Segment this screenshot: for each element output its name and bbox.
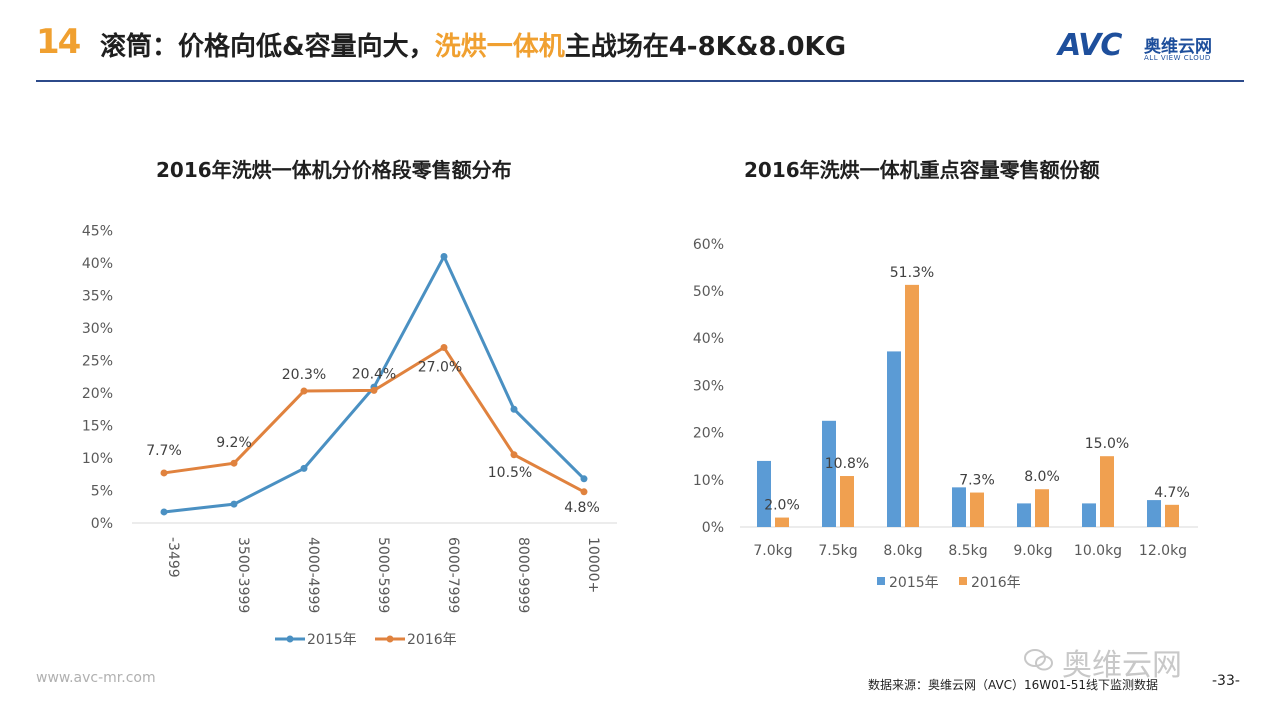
data-point: [370, 386, 378, 394]
bar-2016年: [1100, 456, 1114, 527]
legend-swatch-2015年: [877, 577, 885, 585]
watermark: 奥维云网: [1062, 648, 1182, 683]
bar-2015年: [887, 351, 901, 527]
x-tick-label: 3500-3999: [235, 537, 251, 613]
x-tick-label: 5000-5999: [375, 537, 391, 613]
x-tick-label: 4000-4999: [305, 537, 321, 613]
data-label: 20.4%: [352, 366, 396, 382]
bar-2016年: [970, 492, 984, 527]
data-label: 15.0%: [1085, 436, 1129, 452]
y-tick-label: 50%: [693, 284, 724, 300]
bar-2015年: [1017, 503, 1031, 527]
x-tick-label: -3499: [165, 537, 181, 578]
logo-en: ALL VIEW CLOUD: [1144, 54, 1211, 62]
data-label: 4.7%: [1154, 485, 1190, 501]
data-point: [230, 500, 238, 508]
x-tick-label: 9.0kg: [1013, 543, 1052, 559]
data-label: 20.3%: [282, 367, 326, 383]
legend-marker: [286, 635, 294, 643]
x-tick-label: 7.5kg: [818, 543, 857, 559]
y-tick-label: 40%: [82, 256, 113, 272]
bar-2016年: [775, 517, 789, 527]
y-tick-label: 0%: [91, 516, 113, 532]
data-label: 7.3%: [959, 473, 995, 489]
data-point: [510, 451, 518, 459]
bar-2015年: [1082, 503, 1096, 527]
data-label: 8.0%: [1024, 469, 1060, 485]
x-tick-label: 8.0kg: [883, 543, 922, 559]
data-point: [300, 464, 308, 472]
data-label: 10.8%: [825, 456, 869, 472]
legend-label: 2015年: [307, 632, 357, 648]
legend-label: 2016年: [971, 575, 1021, 591]
bar-2015年: [822, 420, 836, 527]
y-tick-label: 40%: [693, 331, 724, 347]
data-label: 7.7%: [146, 443, 182, 459]
y-tick-label: 45%: [82, 224, 113, 240]
y-tick-label: 20%: [693, 426, 724, 442]
y-tick-label: 10%: [693, 473, 724, 489]
y-tick-label: 30%: [693, 378, 724, 394]
x-tick-label: 6000-7999: [445, 537, 461, 613]
slide-title: 滚筒：价格向低&容量向大，洗烘一体机主战场在4-8K&8.0KG: [100, 26, 846, 63]
y-tick-label: 30%: [82, 321, 113, 337]
x-tick-label: 8.5kg: [948, 543, 987, 559]
y-tick-label: 0%: [702, 520, 724, 536]
data-point: [580, 488, 588, 496]
data-point: [440, 253, 448, 260]
data-point: [440, 344, 448, 351]
data-point: [230, 459, 238, 467]
bar-2016年: [1165, 504, 1179, 527]
y-tick-label: 15%: [82, 419, 113, 435]
x-tick-label: 7.0kg: [753, 543, 792, 559]
y-tick-label: 5%: [91, 484, 113, 500]
data-point: [510, 405, 518, 413]
header-divider: [36, 80, 1244, 82]
bar-2015年: [952, 487, 966, 527]
page-badge: 14: [36, 22, 81, 62]
y-tick-label: 25%: [82, 354, 113, 370]
line-chart-title: 2016年洗烘一体机分价格段零售额分布: [156, 158, 512, 182]
bar-2016年: [1035, 489, 1049, 527]
title-part2: 主战场在4-8K&8.0KG: [564, 32, 847, 62]
data-source: 数据来源：奥维云网（AVC）16W01-51线下监测数据: [868, 678, 1159, 692]
bar-2016年: [840, 476, 854, 527]
data-label: 10.5%: [488, 465, 532, 481]
x-tick-label: 12.0kg: [1139, 543, 1187, 559]
x-tick-label: 10.0kg: [1074, 543, 1122, 559]
logo-mark: AVC: [1058, 28, 1122, 63]
wechat-icon: [1024, 649, 1053, 671]
bar-2016年: [905, 284, 919, 527]
avc-logo: AVC 奥维云网 ALL VIEW CLOUD: [1058, 28, 1248, 68]
logo-cn: 奥维云网: [1144, 37, 1212, 57]
y-tick-label: 10%: [82, 451, 113, 467]
legend-swatch-2016年: [959, 577, 967, 585]
y-tick-label: 35%: [82, 289, 113, 305]
data-point: [160, 508, 168, 516]
data-label: 27.0%: [418, 360, 462, 376]
title-part1: 滚筒：价格向低&容量向大，: [100, 32, 435, 62]
data-label: 51.3%: [890, 265, 934, 281]
bar-2015年: [1147, 500, 1161, 527]
data-point: [160, 469, 168, 477]
data-point: [300, 387, 308, 395]
x-tick-label: 8000-9999: [515, 537, 531, 613]
legend-label: 2015年: [889, 575, 939, 591]
legend-marker: [386, 635, 394, 643]
bar-chart-title: 2016年洗烘一体机重点容量零售额份额: [744, 158, 1100, 182]
data-label: 4.8%: [564, 500, 600, 516]
y-tick-label: 20%: [82, 386, 113, 402]
y-tick-label: 60%: [693, 237, 724, 253]
data-label: 9.2%: [216, 435, 252, 451]
data-label: 2.0%: [764, 498, 800, 514]
bar-2015年: [757, 460, 771, 527]
x-tick-label: 10000+: [585, 537, 601, 593]
legend-label: 2016年: [407, 632, 457, 648]
data-point: [580, 475, 588, 483]
title-highlight: 洗烘一体机: [434, 32, 565, 62]
page-number: -33-: [1212, 673, 1240, 689]
footer-url[interactable]: www.avc-mr.com: [36, 670, 156, 686]
